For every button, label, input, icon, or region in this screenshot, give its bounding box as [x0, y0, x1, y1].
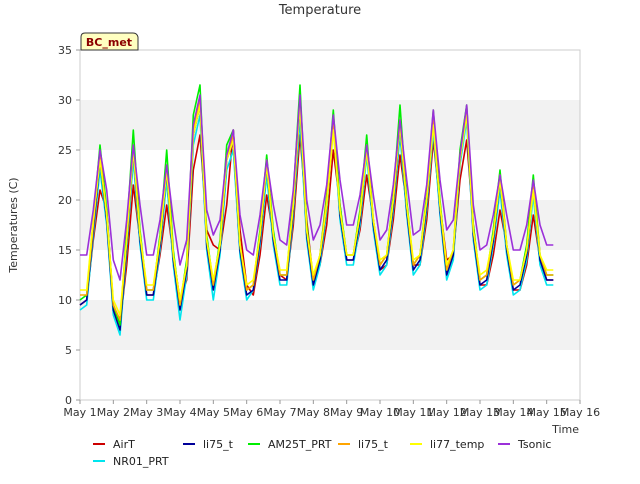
- x-tick-label: May 15: [527, 406, 567, 419]
- legend: AirT li75_t AM25T_PRT li75_t li77_temp Tsonic…: [93, 438, 551, 468]
- grid-band: [80, 300, 580, 350]
- x-tick-label: May 14: [493, 406, 533, 419]
- plot-frame: [79, 49, 581, 401]
- x-tick-label: May 12: [427, 406, 467, 419]
- y-tick-label: 30: [58, 94, 72, 107]
- grid-band: [80, 350, 580, 400]
- x-tick-label: May 9: [330, 406, 363, 419]
- x-tick-label: May 8: [297, 406, 330, 419]
- legend-label: li77_temp: [430, 438, 484, 451]
- series-line-5: [80, 104, 554, 316]
- x-tick-label: May 3: [130, 406, 163, 419]
- x-tick-label: May 10: [360, 406, 400, 419]
- y-tick-label: 35: [58, 44, 72, 57]
- legend-label: NR01_PRT: [113, 455, 169, 468]
- station-badge: BC_met: [80, 32, 139, 51]
- y-tick-label: 5: [65, 344, 72, 357]
- x-tick-label: May 13: [460, 406, 500, 419]
- x-tick-label: May 6: [230, 406, 263, 419]
- grid-band: [80, 250, 580, 300]
- x-tick-label: May 1: [63, 406, 96, 419]
- x-tick-label: May 5: [197, 406, 230, 419]
- y-tick-label: 20: [58, 194, 72, 207]
- series-line-6: [80, 94, 554, 281]
- legend-label: li75_t: [203, 438, 234, 451]
- legend-label: AirT: [113, 438, 135, 451]
- y-tick-label: 25: [58, 144, 72, 157]
- badge-label: BC_met: [86, 36, 132, 49]
- x-tick-label: May 4: [163, 406, 196, 419]
- legend-label: AM25T_PRT: [268, 438, 332, 451]
- series-lines: [79, 84, 554, 336]
- chart-title: Temperature: [278, 3, 361, 18]
- x-tick-label: May 7: [263, 406, 296, 419]
- legend-label: li75_t: [358, 438, 389, 451]
- y-axis-ticks: 0 5 10 15 20 25 30 35: [58, 44, 80, 407]
- grid-band: [80, 50, 580, 100]
- x-tick-label: May 11: [393, 406, 433, 419]
- x-axis-label: Time: [551, 423, 579, 436]
- y-tick-label: 15: [58, 244, 72, 257]
- x-axis-ticks: May 1 May 2 May 3 May 4 May 5 May 6 May 7 May 8…: [63, 400, 600, 419]
- x-tick-label: May 16: [560, 406, 600, 419]
- y-axis-label: Temperatures (C): [7, 177, 20, 273]
- badge-box: [80, 32, 139, 51]
- legend-label: Tsonic: [517, 438, 551, 451]
- y-tick-label: 0: [65, 394, 72, 407]
- y-tick-label: 10: [58, 294, 72, 307]
- x-tick-label: May 2: [97, 406, 130, 419]
